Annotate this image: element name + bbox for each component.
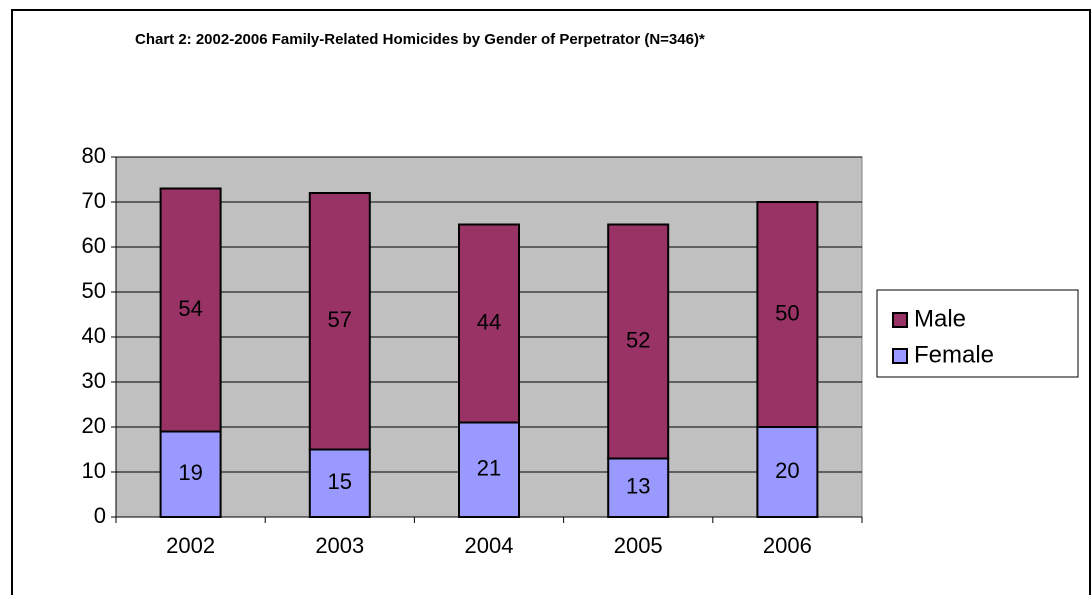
- data-label: 50: [775, 300, 799, 325]
- y-tick-label: 60: [82, 233, 106, 258]
- data-label: 20: [775, 458, 799, 483]
- data-label: 54: [178, 296, 202, 321]
- data-label: 19: [178, 460, 202, 485]
- data-label: 21: [477, 456, 501, 481]
- bar-segment: [756, 426, 819, 518]
- y-tick-label: 80: [82, 143, 106, 168]
- y-tick-label: 0: [94, 503, 106, 528]
- x-tick-label: 2002: [166, 533, 215, 558]
- y-tick-label: 50: [82, 278, 106, 303]
- bar-segment: [756, 201, 819, 428]
- legend-swatch: [892, 312, 908, 328]
- legend-label: Male: [914, 305, 966, 332]
- bar-segment: [159, 430, 222, 518]
- x-tick-label: 2003: [315, 533, 364, 558]
- legend-swatch: [892, 348, 908, 364]
- x-tick-label: 2004: [465, 533, 514, 558]
- x-tick-label: 2005: [614, 533, 663, 558]
- bar-segment: [308, 192, 371, 451]
- data-label: 15: [328, 469, 352, 494]
- bar-segment: [458, 223, 520, 424]
- data-label: 52: [626, 327, 650, 352]
- legend-box: [876, 289, 1079, 378]
- data-label: 44: [477, 309, 501, 334]
- data-label: 13: [626, 474, 650, 499]
- chart-title: Chart 2: 2002-2006 Family-Related Homici…: [135, 31, 705, 48]
- x-tick-label: 2006: [763, 533, 812, 558]
- y-tick-label: 20: [82, 413, 106, 438]
- y-tick-label: 10: [82, 458, 106, 483]
- bar-segment: [607, 223, 670, 460]
- legend-label: Female: [914, 341, 994, 368]
- bar-segment: [159, 187, 222, 433]
- y-tick-label: 70: [82, 188, 106, 213]
- data-label: 57: [328, 307, 352, 332]
- y-tick-label: 40: [82, 323, 106, 348]
- bar-segment: [458, 421, 520, 518]
- y-tick-label: 30: [82, 368, 106, 393]
